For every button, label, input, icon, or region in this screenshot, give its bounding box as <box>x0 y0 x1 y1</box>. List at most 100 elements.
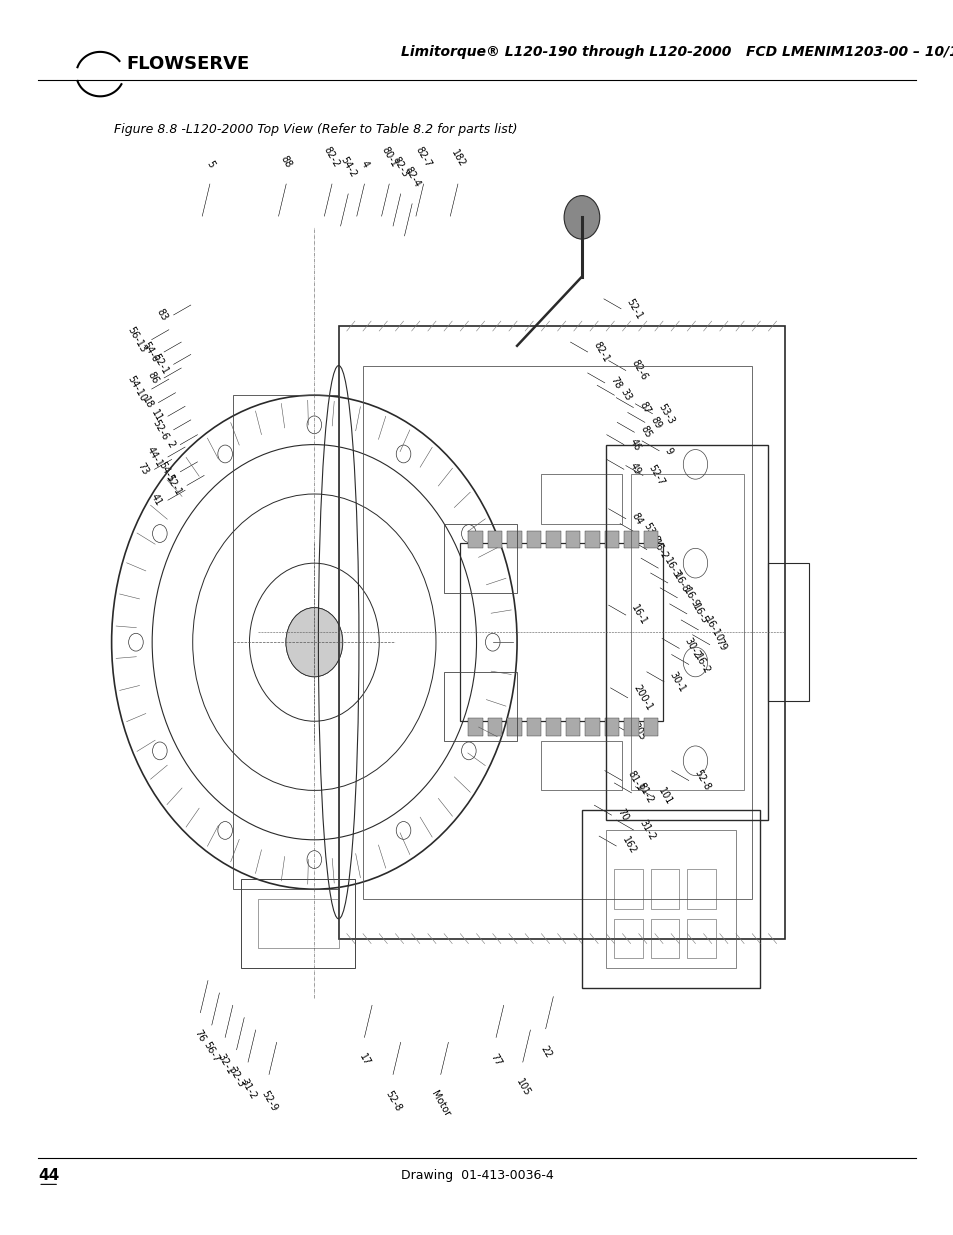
Text: 33: 33 <box>618 388 632 403</box>
Text: 5: 5 <box>204 159 215 169</box>
Bar <box>443 524 517 593</box>
Text: 46: 46 <box>627 437 641 452</box>
Text: 101: 101 <box>656 787 674 806</box>
Text: 200-1: 200-1 <box>631 683 654 713</box>
Text: 30-1: 30-1 <box>667 669 687 694</box>
Text: 52-1: 52-1 <box>624 296 644 321</box>
Bar <box>540 474 621 524</box>
Text: 52-7: 52-7 <box>646 463 666 488</box>
Bar <box>540 741 621 790</box>
Bar <box>650 919 679 958</box>
Text: 82-2: 82-2 <box>322 144 341 169</box>
Bar <box>584 531 599 548</box>
Bar <box>630 474 743 790</box>
Bar <box>623 531 638 548</box>
Text: 82-6: 82-6 <box>629 358 649 383</box>
Text: 81-1: 81-1 <box>625 768 645 793</box>
Circle shape <box>217 821 233 840</box>
Text: 44: 44 <box>38 1168 59 1183</box>
Text: 79: 79 <box>713 637 728 652</box>
Text: 80-1: 80-1 <box>379 146 398 169</box>
Text: 78: 78 <box>608 375 623 390</box>
Circle shape <box>307 416 321 433</box>
Bar <box>257 899 338 948</box>
Text: 16-3: 16-3 <box>661 556 681 580</box>
Bar <box>686 869 715 909</box>
Text: 31-2: 31-2 <box>238 1077 257 1100</box>
Circle shape <box>152 525 167 542</box>
Bar <box>241 879 355 968</box>
Text: 70: 70 <box>615 808 630 823</box>
Bar <box>443 672 517 741</box>
Text: 52-8: 52-8 <box>692 768 712 793</box>
Bar <box>526 719 540 736</box>
Text: 83: 83 <box>155 308 170 322</box>
Text: 54-6: 54-6 <box>140 340 160 364</box>
Text: 16-8: 16-8 <box>671 571 691 595</box>
Bar <box>487 719 502 736</box>
Text: 52-6: 52-6 <box>150 417 170 442</box>
Text: 31-2: 31-2 <box>637 818 657 842</box>
Text: 82-3: 82-3 <box>391 156 410 179</box>
Text: 30-2: 30-2 <box>682 636 702 661</box>
Bar <box>507 719 521 736</box>
Text: 16-1: 16-1 <box>629 603 649 627</box>
Text: 76: 76 <box>193 1028 208 1044</box>
Text: 22: 22 <box>537 1044 553 1060</box>
Text: 56-13: 56-13 <box>125 325 148 354</box>
Bar <box>338 326 783 939</box>
Text: 81-2: 81-2 <box>635 781 655 805</box>
Text: 105: 105 <box>514 1077 531 1098</box>
Text: 32-1: 32-1 <box>215 1052 234 1076</box>
Text: 52-1: 52-1 <box>150 352 170 377</box>
Text: 54-1: 54-1 <box>156 459 176 484</box>
Bar <box>468 531 482 548</box>
Bar <box>507 531 521 548</box>
Text: 32-3: 32-3 <box>227 1065 246 1088</box>
Text: 16-5: 16-5 <box>690 601 710 626</box>
Circle shape <box>152 742 167 760</box>
Bar <box>606 445 767 820</box>
Bar <box>767 563 808 701</box>
Text: 182: 182 <box>449 148 466 169</box>
Bar <box>565 719 579 736</box>
Text: 4: 4 <box>358 159 370 169</box>
Text: Drawing  01-413-0036-4: Drawing 01-413-0036-4 <box>400 1170 553 1182</box>
Circle shape <box>461 525 476 542</box>
Bar <box>233 395 338 889</box>
Bar <box>686 919 715 958</box>
Text: 89: 89 <box>648 415 662 430</box>
Bar <box>362 366 751 899</box>
Text: 16-2: 16-2 <box>650 537 670 562</box>
Text: 162: 162 <box>619 835 638 857</box>
Circle shape <box>485 634 499 651</box>
Text: 16-9: 16-9 <box>680 585 700 610</box>
Text: 54-10: 54-10 <box>125 374 148 404</box>
Bar <box>606 830 736 968</box>
Text: 53-8: 53-8 <box>640 521 660 546</box>
Text: 85: 85 <box>638 425 653 440</box>
Bar <box>468 719 482 736</box>
Text: 49: 49 <box>627 462 641 477</box>
Text: 82-4: 82-4 <box>402 165 421 189</box>
Text: 88: 88 <box>278 153 294 169</box>
Circle shape <box>129 634 143 651</box>
Bar <box>526 531 540 548</box>
Bar <box>487 531 502 548</box>
Bar <box>614 919 642 958</box>
Circle shape <box>217 445 233 463</box>
Circle shape <box>395 445 411 463</box>
Bar <box>643 719 658 736</box>
Text: Limitorque® L120-190 through L120-2000   FCD LMENIM1203-00 – 10/11: Limitorque® L120-190 through L120-2000 F… <box>400 44 953 59</box>
Circle shape <box>563 195 599 240</box>
Bar <box>546 719 560 736</box>
Bar <box>459 543 662 721</box>
Text: 84: 84 <box>629 511 643 526</box>
Text: FLOWSERVE: FLOWSERVE <box>126 56 249 73</box>
Text: 87: 87 <box>637 400 652 415</box>
Text: Figure 8.8 -L120-2000 Top View (Refer to Table 8.2 for parts list): Figure 8.8 -L120-2000 Top View (Refer to… <box>114 124 517 136</box>
Text: 2: 2 <box>165 440 176 450</box>
Text: 53-3: 53-3 <box>656 401 676 426</box>
Bar <box>623 719 638 736</box>
Bar <box>546 531 560 548</box>
